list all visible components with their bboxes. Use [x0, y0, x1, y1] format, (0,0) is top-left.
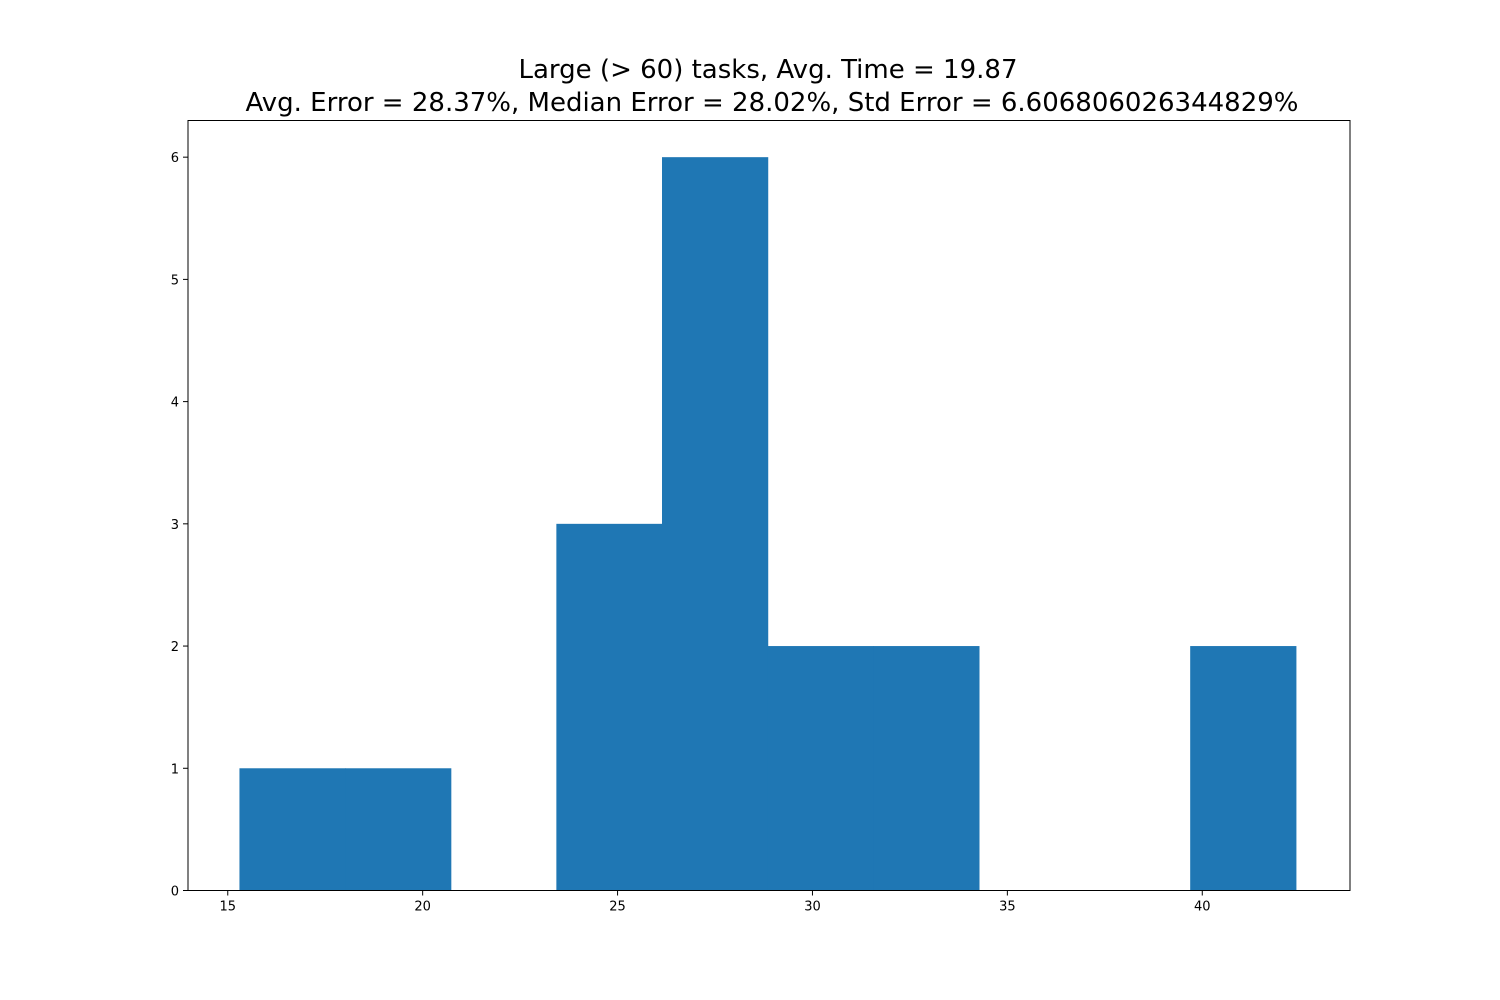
x-tick-label: 15	[219, 900, 236, 915]
histogram-bar	[661, 157, 769, 891]
x-tick-label: 35	[999, 900, 1016, 915]
y-tick-label: 5	[171, 273, 179, 288]
histogram-bar	[556, 523, 663, 891]
histogram-bar	[767, 646, 874, 891]
y-tick-label: 1	[171, 762, 179, 777]
histogram-bar	[873, 646, 980, 891]
histogram-bar	[345, 768, 452, 891]
histogram-bar	[1190, 646, 1297, 891]
bars-group	[239, 157, 1297, 891]
y-tick-label: 6	[171, 151, 179, 166]
chart-title: Large (> 60) tasks, Avg. Time = 19.87	[519, 55, 1018, 85]
x-axis: 15 20 25 30 35 40	[219, 890, 1211, 915]
x-tick-label: 25	[609, 900, 626, 915]
y-tick-label: 0	[171, 885, 179, 900]
plot-frame	[187, 120, 1351, 891]
x-tick-label: 40	[1194, 900, 1211, 915]
chart-subtitle: Avg. Error = 28.37%, Median Error = 28.0…	[245, 88, 1298, 118]
histogram-bar	[239, 768, 346, 891]
y-axis: 0 1 2 3 4 5 6	[171, 151, 188, 900]
x-tick-label: 20	[414, 900, 431, 915]
x-tick-label: 30	[804, 900, 821, 915]
y-tick-label: 3	[171, 518, 179, 533]
y-tick-label: 4	[171, 396, 179, 411]
y-tick-label: 2	[171, 640, 179, 655]
